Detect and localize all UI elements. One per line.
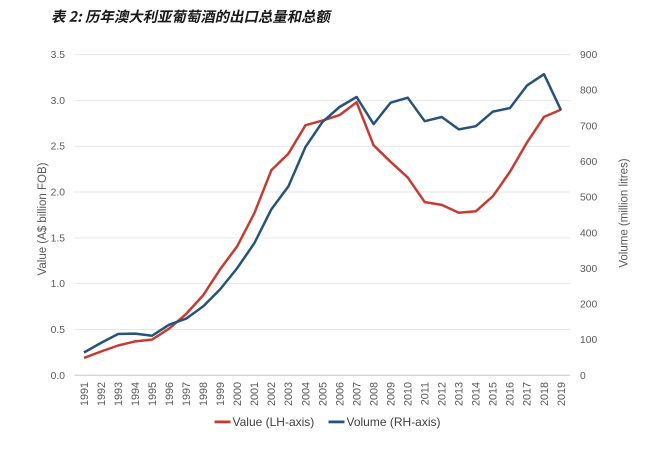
svg-text:600: 600 [580, 157, 597, 168]
svg-text:1994: 1994 [130, 382, 142, 406]
svg-text:1991: 1991 [79, 382, 91, 406]
svg-text:1992: 1992 [96, 382, 108, 406]
svg-text:Value (A$ billion FOB): Value (A$ billion FOB) [37, 162, 49, 275]
svg-text:0.5: 0.5 [51, 325, 66, 336]
svg-text:2014: 2014 [471, 382, 483, 406]
svg-text:1993: 1993 [113, 382, 125, 406]
svg-text:2016: 2016 [505, 382, 517, 406]
svg-text:Volume (RH-axis): Volume (RH-axis) [347, 415, 441, 429]
svg-text:Value (LH-axis): Value (LH-axis) [233, 415, 315, 429]
svg-text:2012: 2012 [437, 382, 449, 406]
svg-text:100: 100 [580, 335, 597, 346]
svg-text:1998: 1998 [198, 382, 210, 406]
svg-text:0.0: 0.0 [51, 371, 66, 382]
svg-text:2009: 2009 [385, 382, 397, 406]
svg-text:400: 400 [580, 228, 597, 239]
svg-text:2.0: 2.0 [51, 188, 66, 199]
svg-text:2008: 2008 [368, 382, 380, 406]
svg-text:500: 500 [580, 193, 597, 204]
svg-text:2.5: 2.5 [51, 142, 66, 153]
svg-text:1999: 1999 [215, 382, 227, 406]
svg-text:200: 200 [580, 300, 597, 311]
svg-text:1997: 1997 [181, 382, 193, 406]
svg-text:2000: 2000 [232, 382, 244, 406]
svg-text:2001: 2001 [249, 382, 261, 406]
svg-text:2007: 2007 [351, 382, 363, 406]
svg-text:3.0: 3.0 [51, 96, 66, 107]
svg-text:2013: 2013 [454, 382, 466, 406]
svg-text:300: 300 [580, 264, 597, 275]
svg-text:900: 900 [580, 50, 597, 61]
svg-text:800: 800 [580, 86, 597, 97]
svg-text:2004: 2004 [300, 382, 312, 406]
svg-text:700: 700 [580, 121, 597, 132]
svg-text:2005: 2005 [317, 382, 329, 406]
svg-text:2006: 2006 [334, 382, 346, 406]
svg-text:2002: 2002 [266, 382, 278, 406]
svg-text:2015: 2015 [488, 382, 500, 406]
svg-text:3.5: 3.5 [51, 50, 66, 61]
svg-text:2003: 2003 [283, 382, 295, 406]
svg-text:1995: 1995 [147, 382, 159, 406]
svg-text:2019: 2019 [556, 382, 568, 406]
svg-text:1.0: 1.0 [51, 279, 66, 290]
svg-text:2010: 2010 [403, 382, 415, 406]
svg-text:2017: 2017 [522, 382, 534, 406]
svg-text:Volume (million litres): Volume (million litres) [619, 158, 631, 267]
svg-text:0: 0 [580, 371, 586, 382]
svg-text:2018: 2018 [539, 382, 551, 406]
svg-text:1996: 1996 [164, 382, 176, 406]
svg-text:2011: 2011 [420, 382, 432, 405]
svg-text:1.5: 1.5 [51, 233, 66, 244]
